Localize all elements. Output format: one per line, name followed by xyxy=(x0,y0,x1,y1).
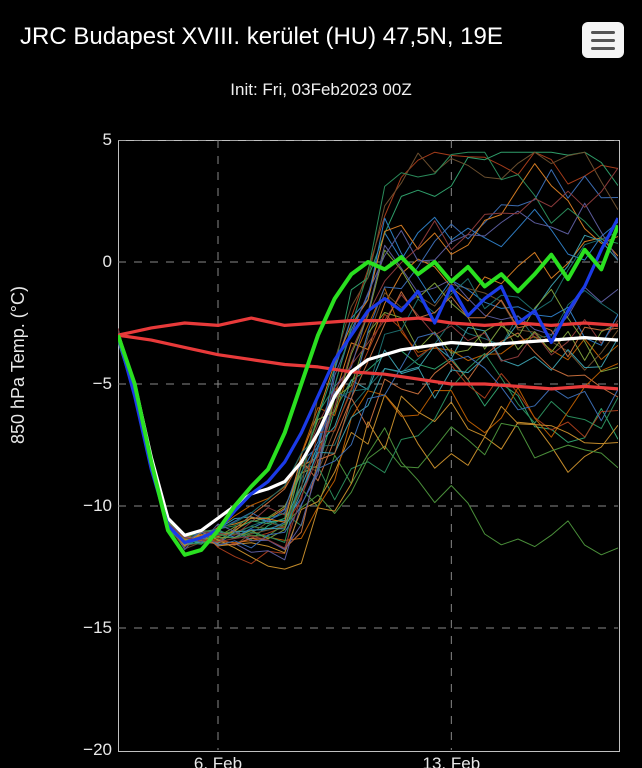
page-title: JRC Budapest XVIII. kerület (HU) 47,5N, … xyxy=(20,22,552,52)
y-tick: −5 xyxy=(93,374,112,394)
temperature-plume-chart: 850 hPa Temp. (°C) 5 0 −5 −10 −15 −20 6.… xyxy=(62,120,622,768)
y-axis-label: 850 hPa Temp. (°C) xyxy=(8,286,29,444)
x-tick: 13. Feb xyxy=(423,754,481,768)
y-tick: −15 xyxy=(83,618,112,638)
plot-svg xyxy=(118,140,618,750)
y-tick: 5 xyxy=(103,130,112,150)
y-tick: 0 xyxy=(103,252,112,272)
x-tick: 6. Feb xyxy=(194,754,242,768)
menu-bar-icon xyxy=(591,39,615,42)
menu-bar-icon xyxy=(591,31,615,34)
init-time: Init: Fri, 03Feb2023 00Z xyxy=(0,80,642,100)
y-tick: −10 xyxy=(83,496,112,516)
y-tick: −20 xyxy=(83,740,112,760)
hamburger-menu-button[interactable] xyxy=(582,22,624,58)
menu-bar-icon xyxy=(591,47,615,50)
